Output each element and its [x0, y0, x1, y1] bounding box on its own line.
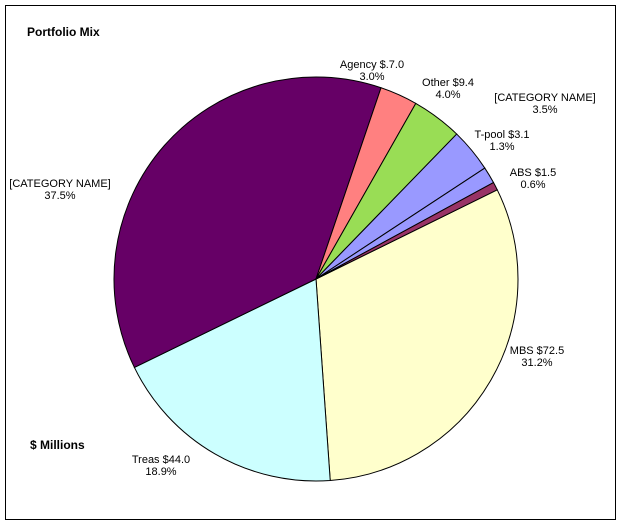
data-label-mbs-name: MBS $72.5	[509, 345, 565, 357]
data-label-agency-name: Agency $.7.0	[339, 59, 405, 71]
pie-slice-0	[315, 189, 519, 482]
data-label-abs-name: ABS $1.5	[509, 167, 557, 179]
data-label-tpool: T-pool $3.1 1.3%	[474, 129, 529, 153]
data-label-category-large-name: [CATEGORY NAME]	[9, 178, 111, 190]
chart-title: Portfolio Mix	[27, 25, 100, 39]
data-label-abs: ABS $1.5 0.6%	[510, 167, 556, 191]
data-label-mbs: MBS $72.5 31.2%	[510, 345, 564, 369]
data-label-tpool-percent: 1.3%	[489, 141, 515, 153]
data-label-other: Other $9.4 4.0%	[422, 77, 474, 101]
data-label-category-small: [CATEGORY NAME] 3.5%	[494, 92, 595, 116]
data-label-treas: Treas $44.0 18.9%	[132, 454, 190, 478]
data-label-treas-percent: 18.9%	[145, 466, 177, 478]
data-label-treas-name: Treas $44.0	[131, 454, 191, 466]
data-label-abs-percent: 0.6%	[520, 179, 546, 191]
data-label-agency-percent: 3.0%	[359, 71, 385, 83]
data-label-other-name: Other $9.4	[422, 77, 474, 89]
data-label-agency: Agency $.7.0 3.0%	[340, 59, 404, 83]
data-label-category-large-percent: 37.5%	[44, 190, 76, 202]
pie-slice-1	[133, 278, 331, 482]
data-label-mbs-percent: 31.2%	[521, 357, 553, 369]
data-label-category-large: [CATEGORY NAME] 37.5%	[9, 178, 110, 202]
pie-slice-2	[113, 76, 382, 369]
data-label-category-small-name: [CATEGORY NAME]	[494, 92, 596, 104]
data-label-tpool-name: T-pool $3.1	[474, 129, 530, 141]
data-label-category-small-percent: 3.5%	[532, 104, 558, 116]
chart-subtitle: $ Millions	[30, 438, 85, 452]
pie-slice-7	[315, 181, 498, 280]
data-label-other-percent: 4.0%	[435, 89, 461, 101]
